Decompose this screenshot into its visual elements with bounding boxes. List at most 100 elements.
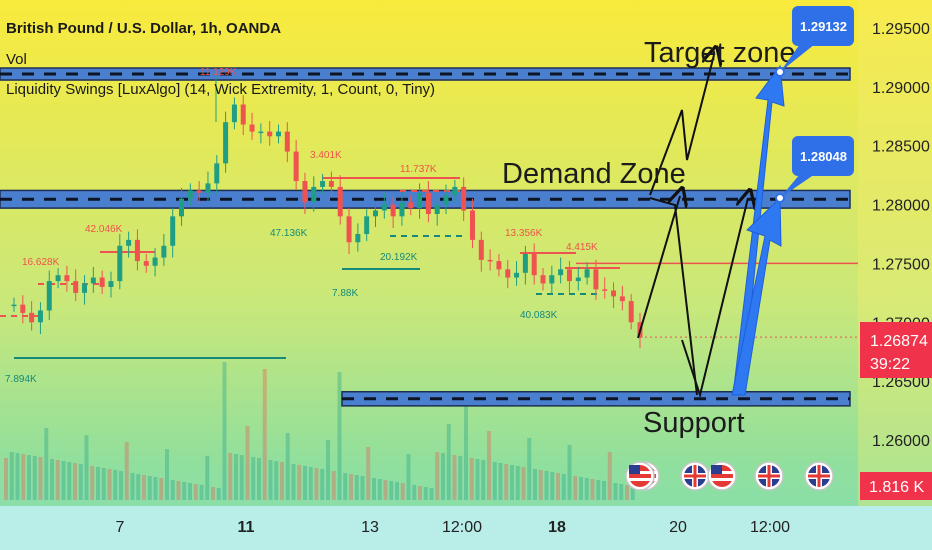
candle-body: [425, 192, 431, 214]
volume-bar: [337, 372, 342, 500]
candle-body: [231, 104, 237, 123]
symbol-legend[interactable]: British Pound / U.S. Dollar, 1h, OANDA: [6, 20, 282, 37]
volume-bar: [395, 482, 399, 500]
candle-body: [108, 281, 114, 287]
volume-bar: [596, 480, 601, 500]
volume-bar: [280, 462, 284, 500]
candle-body: [90, 277, 96, 284]
time-tick-label: 18: [548, 519, 566, 536]
candle-body: [461, 186, 467, 211]
time-tick-label: 11: [238, 519, 255, 536]
time-tick-label: 13: [361, 519, 379, 536]
volume-bar: [487, 431, 491, 500]
candle-body: [372, 210, 378, 217]
time-tick-label: 12:00: [442, 519, 482, 536]
volume-bar: [165, 449, 169, 500]
volume-bar: [55, 460, 60, 500]
volume-bar: [475, 459, 480, 500]
volume-bar: [38, 457, 43, 500]
blue-arrow-demand: [731, 196, 782, 396]
swing-label: 3.401K: [310, 150, 342, 161]
candle-body: [134, 239, 140, 262]
volume-bar: [44, 428, 49, 500]
uk-flag-icon[interactable]: [754, 461, 784, 491]
volume-bar: [630, 486, 635, 500]
volume-bar: [136, 474, 141, 500]
economic-event-flags[interactable]: [625, 461, 834, 491]
candle-body: [469, 210, 475, 240]
volume-bar: [285, 433, 290, 500]
volume-bar: [153, 477, 158, 500]
candle-body: [505, 269, 511, 278]
time-tick-label: 12:00: [750, 519, 790, 536]
volume-bar: [561, 474, 566, 500]
swing-label: 7.894K: [5, 374, 37, 385]
volume-bar: [579, 477, 583, 500]
volume-bar: [9, 452, 14, 500]
candle-body: [117, 245, 123, 282]
candle-body: [584, 269, 590, 278]
volume-bar: [573, 476, 578, 500]
volume-bar: [320, 469, 325, 500]
candle-body: [55, 275, 61, 282]
svg-text:1.26874: 1.26874: [870, 333, 928, 350]
volume-bar: [113, 470, 118, 500]
candle-body: [82, 283, 88, 293]
us-flag-icon[interactable]: [625, 461, 655, 491]
volume-bar: [21, 454, 26, 500]
volume-bar: [544, 471, 549, 500]
volume-bar: [308, 467, 313, 500]
price-axis-band: [858, 0, 932, 506]
volume-bar: [234, 454, 238, 500]
volume-bar: [297, 465, 302, 500]
volume-bar: [464, 397, 468, 500]
uk-flag-icon[interactable]: [804, 461, 834, 491]
volume-bar: [182, 482, 187, 500]
volume-bar: [389, 481, 394, 500]
us-flag-icon[interactable]: [707, 461, 737, 491]
candle-body: [390, 204, 396, 217]
time-tick-label: 20: [669, 519, 687, 536]
candle-body: [602, 289, 608, 291]
candle-body: [575, 277, 581, 282]
candle-body: [11, 304, 17, 307]
volume-bar: [527, 438, 532, 500]
candle-body: [611, 290, 617, 297]
volume-legend[interactable]: Vol: [6, 51, 27, 68]
uk-flag-icon[interactable]: [680, 461, 710, 491]
volume-bar: [625, 485, 629, 500]
volume-bar: [205, 456, 210, 500]
volume-bar: [349, 474, 353, 500]
candle-body: [311, 186, 317, 203]
candle-body: [205, 183, 211, 193]
swing-lines: 16.628K 42.046K 11.129K 3.401K 11.737K 13.356…: [0, 67, 620, 385]
candle-body: [223, 122, 229, 164]
volume-bar: [193, 484, 198, 500]
volume-bar: [170, 480, 175, 500]
volume-bar: [538, 470, 543, 500]
volume-bar: [343, 473, 348, 500]
indicator-legend[interactable]: Liquidity Swings [LuxAlgo] (14, Wick Ext…: [6, 81, 436, 98]
swing-label: 11.129K: [200, 67, 237, 78]
candle-body: [566, 269, 572, 282]
candle-body: [73, 281, 79, 293]
volume-bar: [602, 481, 606, 500]
volume-bars: [4, 362, 635, 500]
price-tick-label: 1.29000: [872, 80, 930, 97]
candle-body: [126, 239, 132, 246]
swing-label: 40.083K: [520, 310, 558, 321]
price-tick-label: 1.28500: [872, 139, 930, 156]
volume-bar: [521, 467, 526, 500]
volume-bar: [412, 485, 417, 500]
candle-body: [161, 245, 167, 258]
volume-badge: 1.816 K: [860, 472, 932, 500]
candle-body: [619, 296, 625, 302]
volume-bar: [331, 471, 336, 500]
volume-bar: [435, 452, 440, 500]
candle-body: [152, 257, 158, 266]
candle-body: [540, 275, 546, 284]
candle-body: [408, 202, 414, 209]
arrow-up-demand: [637, 196, 680, 339]
volume-bar: [27, 455, 31, 500]
